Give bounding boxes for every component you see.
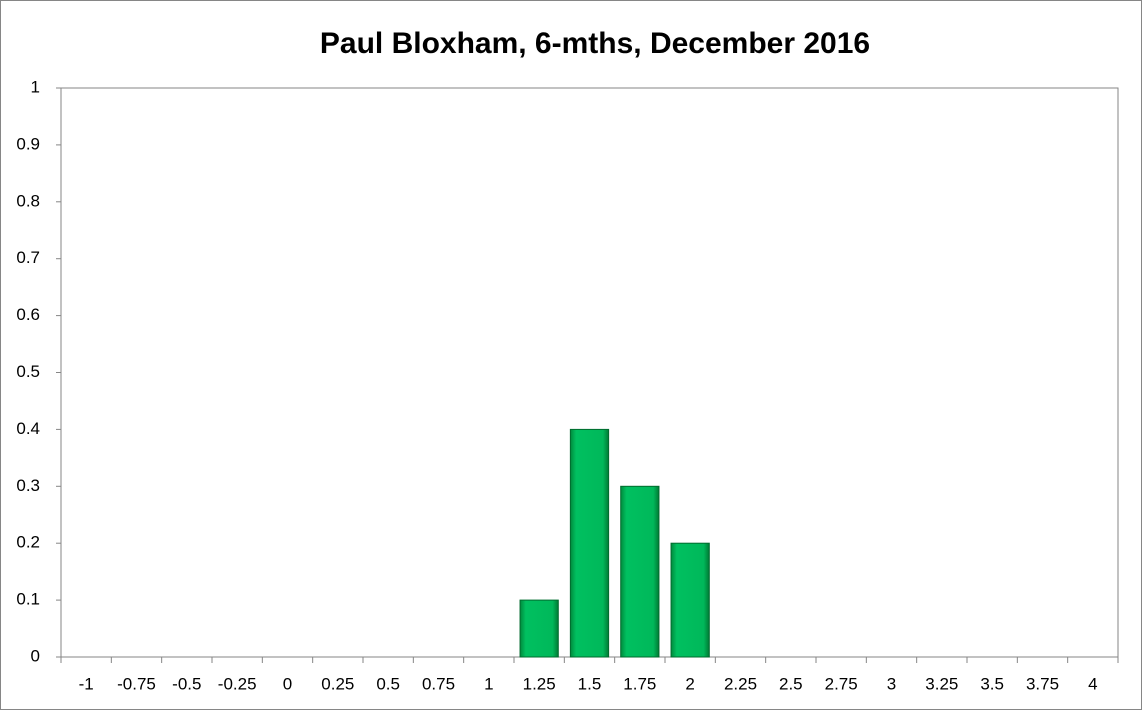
x-tick-label: -1 (79, 674, 94, 693)
bar (519, 599, 559, 658)
x-tick-label: 2.25 (724, 674, 757, 693)
x-tick-label: 0 (283, 674, 292, 693)
x-tick-label: 1.75 (623, 674, 656, 693)
y-tick-label: 0.7 (16, 248, 40, 267)
x-tick-label: -0.25 (218, 674, 257, 693)
y-tick-label: 0.8 (16, 191, 40, 210)
y-tick-label: 0.5 (16, 362, 40, 381)
x-tick-label: 1 (484, 674, 493, 693)
y-tick-label: 1 (31, 77, 40, 96)
y-tick-label: 0.1 (16, 590, 40, 609)
y-tick-label: 0.2 (16, 533, 40, 552)
bar (569, 428, 610, 658)
x-tick-label: -0.75 (117, 674, 156, 693)
bar (620, 485, 660, 658)
x-tick-label: 4 (1088, 674, 1097, 693)
bar (670, 542, 710, 658)
x-tick-label: 0.75 (422, 674, 455, 693)
chart-title: Paul Bloxham, 6-mths, December 2016 (320, 27, 870, 60)
x-tick-label: 2.75 (825, 674, 858, 693)
x-tick-label: 0.5 (376, 674, 400, 693)
x-tick-label: 2.5 (779, 674, 803, 693)
y-tick-label: 0.4 (16, 419, 40, 438)
x-tick-label: 0.25 (321, 674, 354, 693)
y-tick-label: 0.6 (16, 305, 40, 324)
x-tick-label: 2 (685, 674, 694, 693)
y-tick-label: 0.9 (16, 134, 40, 153)
x-tick-label: 3.75 (1026, 674, 1059, 693)
y-tick-label: 0.3 (16, 476, 40, 495)
x-tick-label: 3 (887, 674, 896, 693)
x-tick-label: 1.5 (578, 674, 602, 693)
x-tick-label: 3.25 (925, 674, 958, 693)
x-tick-label: 3.5 (980, 674, 1004, 693)
y-tick-label: 0 (31, 646, 40, 665)
x-tick-label: -0.5 (172, 674, 201, 693)
x-tick-label: 1.25 (523, 674, 556, 693)
